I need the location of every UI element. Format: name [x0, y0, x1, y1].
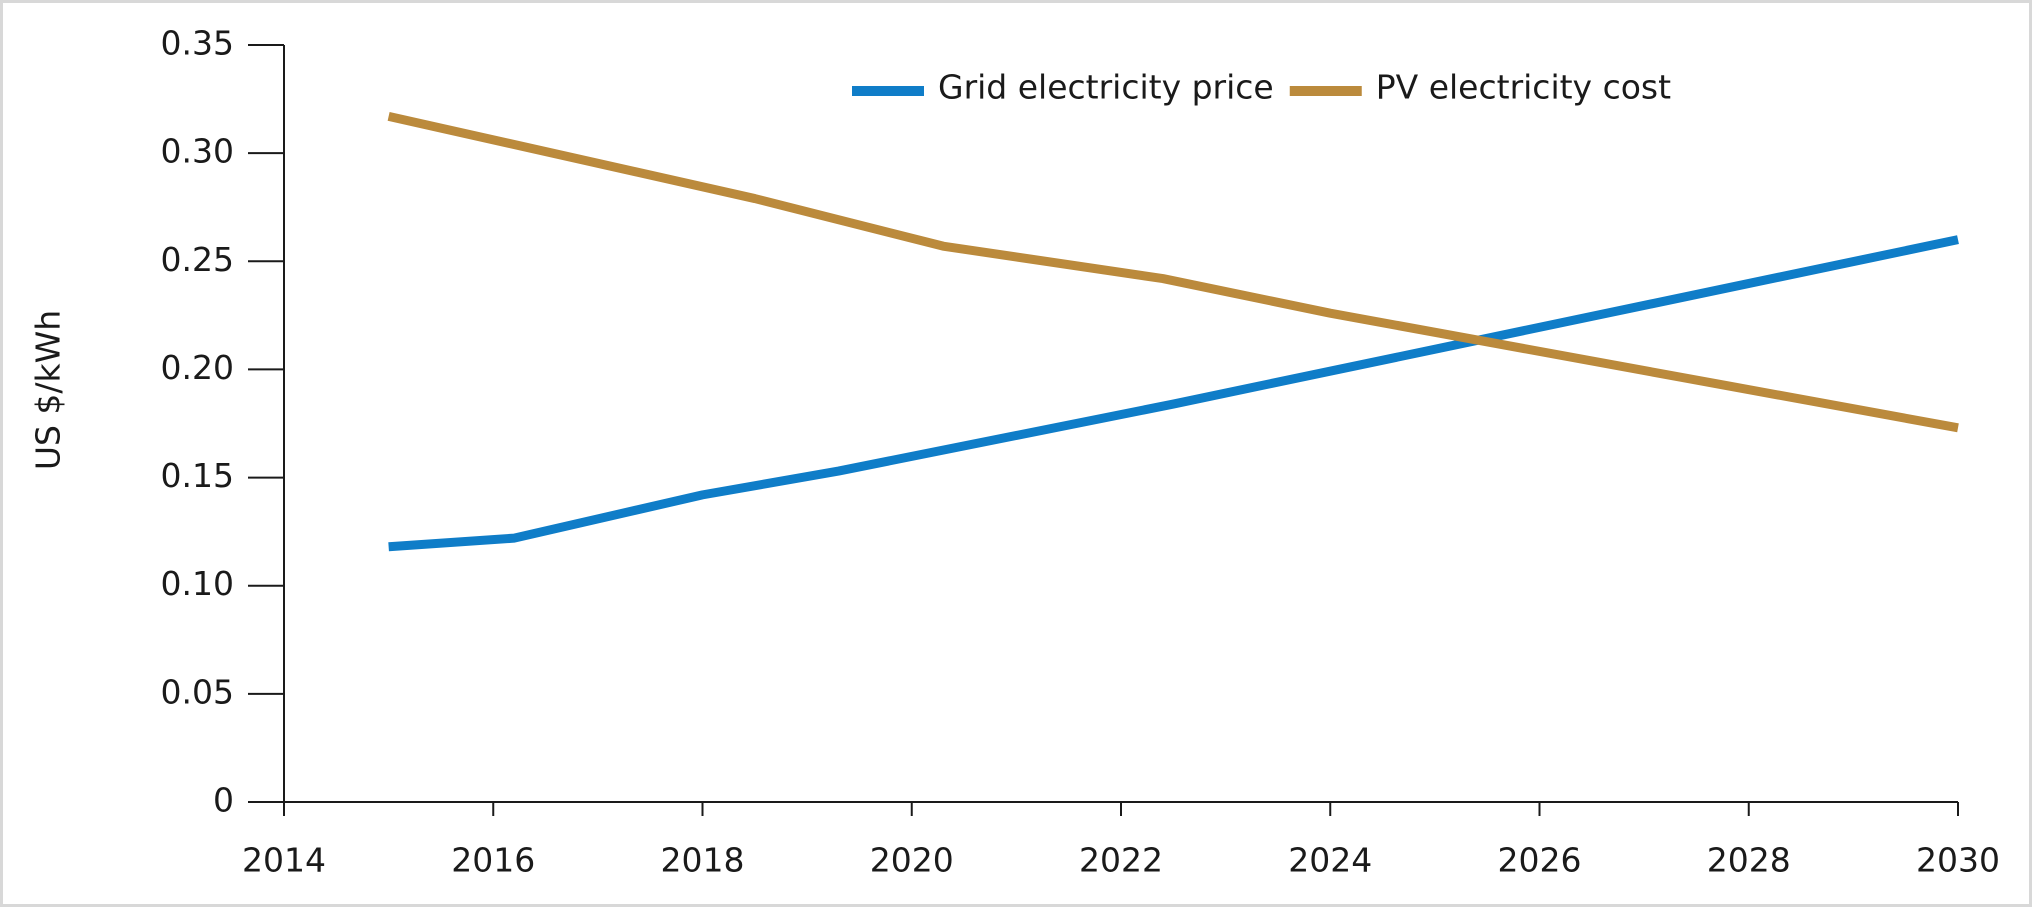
y-tick-label: 0: [213, 781, 234, 820]
x-tick-label: 2020: [870, 841, 954, 880]
y-tick-label: 0.25: [161, 240, 234, 279]
y-tick-label: 0.35: [161, 24, 234, 63]
x-tick-label: 2024: [1288, 841, 1372, 880]
legend-label: Grid electricity price: [938, 68, 1274, 107]
y-tick-label: 0.10: [161, 564, 234, 603]
y-tick-label: 0.15: [161, 456, 234, 495]
y-tick-label: 0.20: [161, 348, 234, 387]
x-tick-label: 2028: [1707, 841, 1791, 880]
x-tick-label: 2030: [1916, 841, 2000, 880]
x-tick-label: 2018: [661, 841, 745, 880]
y-axis-label: US $/kWh: [29, 310, 68, 470]
series-line: [388, 235, 1959, 552]
x-tick-label: 2026: [1498, 841, 1582, 880]
legend-label: PV electricity cost: [1376, 68, 1671, 107]
x-tick-label: 2022: [1079, 841, 1163, 880]
series-line: [387, 111, 1959, 433]
x-tick-label: 2014: [242, 841, 326, 880]
y-tick-label: 0.05: [161, 672, 234, 711]
x-tick-label: 2016: [451, 841, 535, 880]
y-tick-label: 0.30: [161, 132, 234, 171]
